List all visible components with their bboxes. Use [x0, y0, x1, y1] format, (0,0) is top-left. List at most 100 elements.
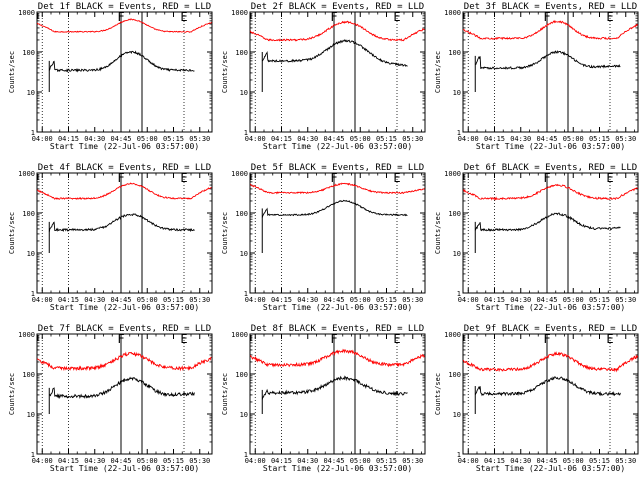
panel-title: Det 3f BLACK = Events, RED = LLD	[464, 2, 637, 12]
y-tick-label: 1	[244, 290, 248, 298]
x-tick-label: 05:00	[563, 135, 584, 143]
x-tick-label: 05:15	[163, 296, 184, 304]
series-lld-red	[249, 348, 425, 368]
marker-label: E	[180, 332, 187, 346]
y-tick-label: 1	[31, 129, 35, 137]
x-tick-label: 04:30	[297, 135, 318, 143]
plot-frame	[249, 11, 426, 133]
marker-label: F	[330, 332, 337, 346]
x-tick-label: 05:00	[137, 457, 158, 465]
x-tick-label: 04:15	[484, 296, 505, 304]
y-tick-label: 1	[244, 129, 248, 137]
marker-label: F	[117, 332, 124, 346]
x-axis-label: Start Time (22-Jul-06 03:57:00)	[50, 303, 199, 312]
x-axis-label: Start Time (22-Jul-06 03:57:00)	[50, 142, 199, 151]
x-tick-label: 04:30	[84, 296, 105, 304]
marker-label: F	[543, 10, 550, 24]
y-tick-label: 1	[457, 451, 461, 459]
x-axis-label: Start Time (22-Jul-06 03:57:00)	[263, 142, 412, 151]
x-tick-label: 05:15	[163, 135, 184, 143]
y-axis-label: Counts/sec	[8, 212, 16, 254]
y-axis-label: Counts/sec	[8, 373, 16, 415]
y-axis-label: Counts/sec	[221, 212, 229, 254]
x-tick-label: 04:00	[245, 296, 266, 304]
series-events-black	[48, 376, 195, 400]
x-tick-label: 05:30	[189, 457, 210, 465]
panel-title: Det 5f BLACK = Events, RED = LLD	[251, 163, 424, 173]
plot-frame	[462, 172, 639, 294]
y-axis-label: Counts/sec	[434, 212, 442, 254]
x-tick-label: 04:30	[510, 457, 531, 465]
y-axis-label: Counts/sec	[434, 373, 442, 415]
y-tick-label: 100	[235, 49, 248, 57]
marker-label: E	[606, 171, 613, 185]
panel-title: Det 8f BLACK = Events, RED = LLD	[251, 324, 424, 334]
x-tick-label: 04:00	[458, 457, 479, 465]
x-tick-label: 05:00	[563, 457, 584, 465]
y-tick-label: 100	[448, 49, 461, 57]
y-tick-label: 1	[31, 290, 35, 298]
x-tick-label: 05:15	[589, 296, 610, 304]
plot-frame	[36, 333, 213, 455]
y-tick-label: 1	[457, 129, 461, 137]
marker-label: E	[393, 171, 400, 185]
panel-2: Det 2f BLACK = Events, RED = LLD 1 10 100 10…	[221, 2, 426, 151]
x-tick-label: 04:45	[110, 296, 131, 304]
x-axis-label: Start Time (22-Jul-06 03:57:00)	[263, 303, 412, 312]
x-tick-label: 05:30	[189, 135, 210, 143]
x-tick-label: 05:00	[350, 296, 371, 304]
x-tick-label: 04:00	[245, 457, 266, 465]
x-tick-label: 05:15	[376, 296, 397, 304]
marker-label: F	[117, 10, 124, 24]
x-axis-label: Start Time (22-Jul-06 03:57:00)	[476, 142, 625, 151]
panel-4: Det 4f BLACK = Events, RED = LLD 1 10 100 10…	[8, 163, 213, 312]
marker-label: F	[543, 332, 550, 346]
panel-6: Det 6f BLACK = Events, RED = LLD 1 10 100 10…	[434, 163, 639, 312]
x-tick-label: 04:45	[323, 135, 344, 143]
y-tick-label: 10	[453, 89, 461, 97]
x-tick-label: 04:30	[510, 135, 531, 143]
series-events-black	[474, 212, 621, 232]
panel-title: Det 7f BLACK = Events, RED = LLD	[38, 324, 211, 334]
x-tick-label: 04:00	[32, 296, 53, 304]
x-tick-label: 04:00	[245, 135, 266, 143]
x-tick-label: 04:15	[58, 457, 79, 465]
y-axis-label: Counts/sec	[8, 51, 16, 93]
x-tick-label: 04:45	[536, 135, 557, 143]
plot-frame	[36, 11, 213, 133]
series-events-black	[261, 199, 408, 218]
marker-label: F	[117, 171, 124, 185]
x-tick-label: 05:30	[615, 296, 636, 304]
plot-frame	[462, 333, 639, 455]
x-tick-label: 04:30	[84, 457, 105, 465]
x-axis-label: Start Time (22-Jul-06 03:57:00)	[50, 464, 199, 473]
x-tick-label: 04:15	[484, 135, 505, 143]
marker-label: F	[330, 171, 337, 185]
x-tick-label: 05:30	[615, 135, 636, 143]
x-tick-label: 05:30	[615, 457, 636, 465]
series-events-black	[261, 38, 408, 67]
x-tick-label: 04:45	[536, 296, 557, 304]
y-tick-label: 1000	[231, 9, 248, 17]
x-tick-label: 04:15	[484, 457, 505, 465]
panel-1: Det 1f BLACK = Events, RED = LLD 1 10 100 10…	[8, 2, 213, 151]
panel-9: Det 9f BLACK = Events, RED = LLD 1 10 100 10…	[434, 324, 639, 473]
y-tick-label: 1	[244, 451, 248, 459]
x-tick-label: 05:15	[589, 135, 610, 143]
y-tick-label: 10	[240, 411, 248, 419]
series-events-black	[48, 213, 195, 233]
x-tick-label: 04:00	[32, 135, 53, 143]
series-lld-red	[36, 18, 212, 33]
x-tick-label: 05:15	[163, 457, 184, 465]
y-axis-label: Counts/sec	[221, 373, 229, 415]
x-tick-label: 04:45	[323, 296, 344, 304]
y-tick-label: 1000	[231, 331, 248, 339]
marker-label: F	[330, 10, 337, 24]
y-tick-label: 1	[457, 290, 461, 298]
x-tick-label: 04:15	[271, 457, 292, 465]
x-tick-label: 04:45	[110, 457, 131, 465]
plot-frame	[36, 172, 213, 294]
panel-title: Det 2f BLACK = Events, RED = LLD	[251, 2, 424, 12]
series-events-black	[48, 50, 195, 73]
y-tick-label: 1	[31, 451, 35, 459]
